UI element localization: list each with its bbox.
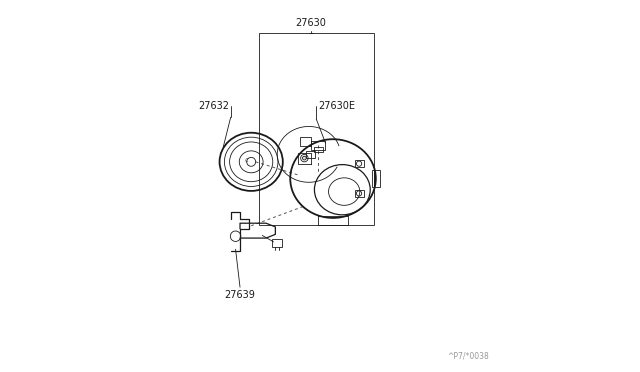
Text: 27630E: 27630E bbox=[318, 101, 355, 111]
Text: 27632: 27632 bbox=[198, 101, 229, 111]
Bar bbox=[271, 239, 282, 247]
Bar bbox=[259, 33, 374, 225]
Bar bbox=[355, 190, 364, 197]
Bar bbox=[355, 160, 364, 167]
Bar bbox=[300, 137, 310, 146]
Bar bbox=[306, 151, 315, 158]
Bar bbox=[314, 147, 323, 152]
Bar bbox=[312, 141, 325, 150]
Text: 27630: 27630 bbox=[295, 18, 326, 28]
Text: ^P7/*0038: ^P7/*0038 bbox=[447, 352, 489, 361]
Text: c: c bbox=[244, 157, 249, 163]
Text: 27639: 27639 bbox=[225, 290, 255, 300]
Bar bbox=[372, 170, 380, 187]
Circle shape bbox=[303, 156, 306, 160]
